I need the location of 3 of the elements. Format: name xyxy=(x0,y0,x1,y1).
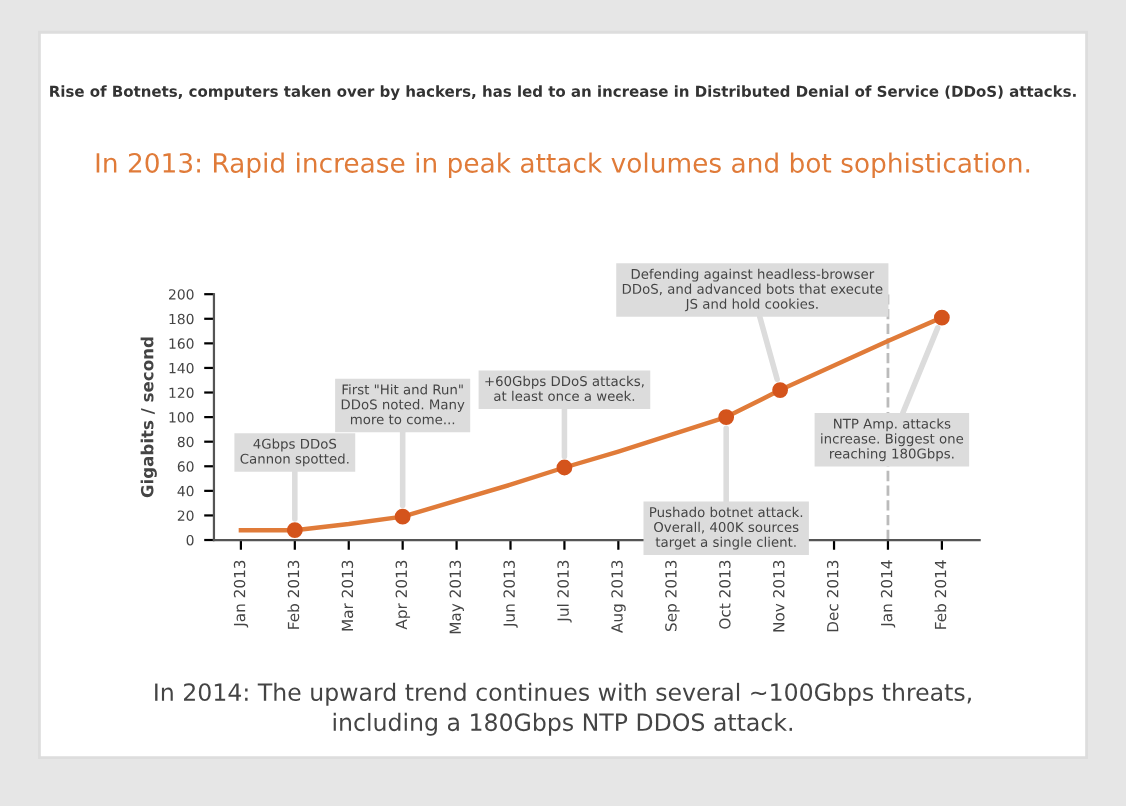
text: In 2014: The upward trend continues with several ~100Gbps threats, including a 180Gbps NTP DDOS attack. xyxy=(155,682,971,736)
y-axis-title: Gigabits / second xyxy=(140,337,157,498)
chart-subtitle: In 2013: Rapid increase in peak attack volumes and bot sophistication. xyxy=(96,152,1030,178)
